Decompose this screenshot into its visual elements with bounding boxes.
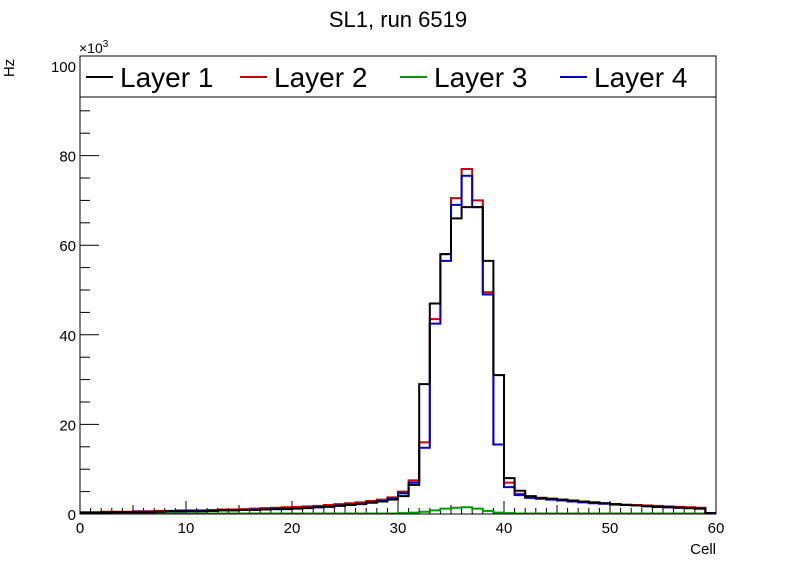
- y-tick-label: 0: [68, 507, 76, 524]
- x-tick-label: 20: [284, 520, 301, 537]
- y-multiplier-exponent: 3: [103, 39, 109, 50]
- x-axis-label: Cell: [690, 541, 716, 558]
- legend-label-layer-2: Layer 2: [274, 62, 367, 93]
- legend: Layer 1 Layer 2 Layer 3 Layer 4: [79, 55, 717, 98]
- y-tick-label: 60: [59, 238, 76, 255]
- legend-label-layer-3: Layer 3: [434, 62, 527, 93]
- y-multiplier-base: ×10: [79, 40, 103, 56]
- y-axis: 0 20 40 60 80 100: [51, 59, 99, 524]
- x-axis: 0 10 20 30 40 50 60: [76, 501, 725, 537]
- y-tick-label: 20: [59, 417, 76, 434]
- x-tick-label: 30: [390, 520, 407, 537]
- x-tick-label: 50: [602, 520, 619, 537]
- legend-label-layer-1: Layer 1: [120, 62, 213, 93]
- y-tick-label: 80: [59, 149, 76, 166]
- x-tick-label: 60: [708, 520, 725, 537]
- legend-box: [79, 55, 717, 98]
- x-tick-label: 40: [496, 520, 513, 537]
- series-line-layer-1: [80, 206, 716, 515]
- x-tick-label: 10: [178, 520, 195, 537]
- y-axis-label: Hz: [1, 59, 18, 77]
- y-multiplier: ×103: [79, 39, 109, 56]
- y-tick-label: 40: [59, 328, 76, 345]
- chart-title: SL1, run 6519: [329, 7, 467, 32]
- legend-label-layer-4: Layer 4: [594, 62, 687, 93]
- y-tick-label: 100: [51, 59, 76, 76]
- x-tick-label: 0: [76, 520, 84, 537]
